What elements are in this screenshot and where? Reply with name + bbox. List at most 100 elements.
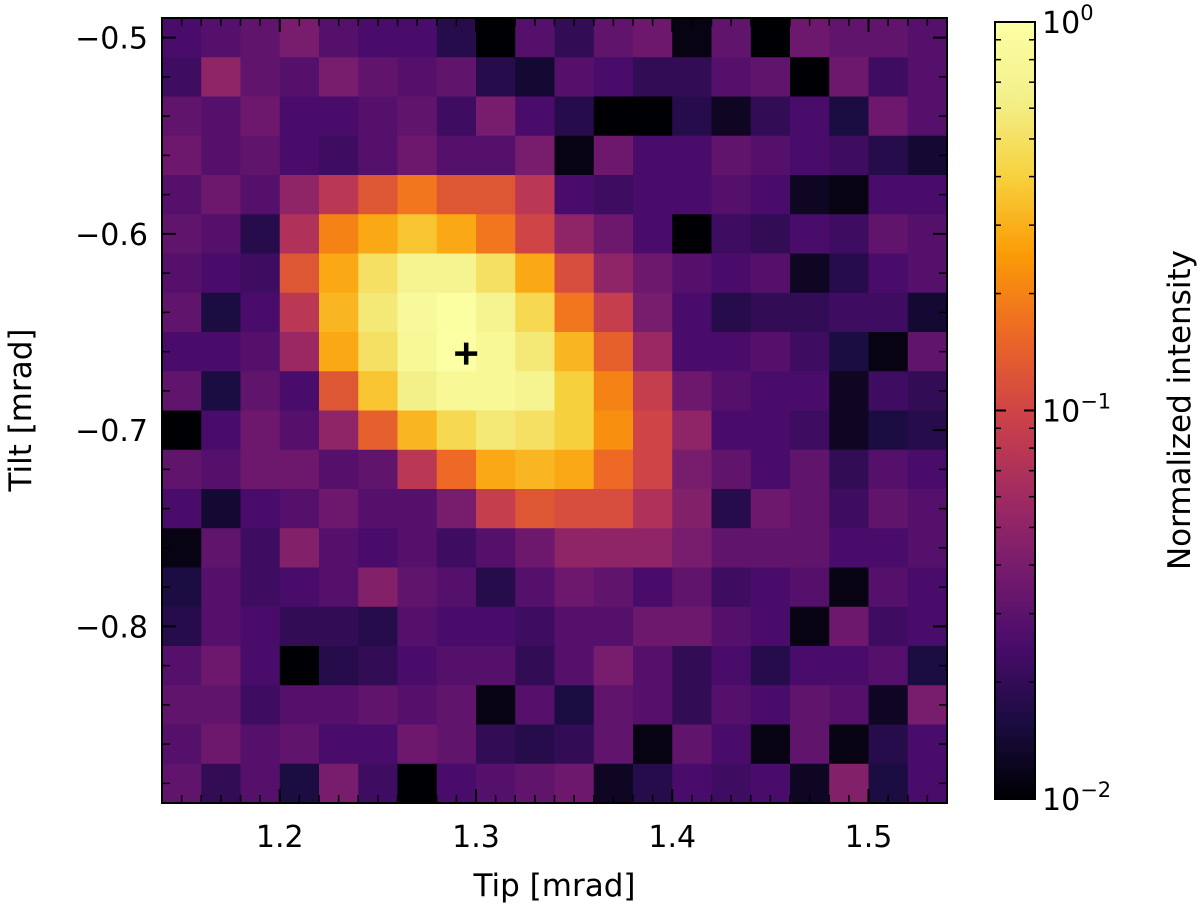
heatmap-cell <box>672 253 713 294</box>
heatmap-cell <box>672 410 713 451</box>
heatmap-cell <box>790 135 830 176</box>
heatmap-cell <box>554 724 595 765</box>
heatmap-cell <box>829 606 870 647</box>
heatmap-cell <box>319 371 359 412</box>
heatmap-cell <box>279 96 320 137</box>
heatmap-cell <box>711 175 752 215</box>
heatmap-cell <box>672 606 713 647</box>
heatmap-cell <box>279 371 320 412</box>
heatmap-cell <box>515 214 556 255</box>
heatmap-cell <box>672 135 713 176</box>
heatmap-cell <box>436 567 477 608</box>
heatmap-cell <box>319 606 359 647</box>
heatmap-cell <box>476 685 516 726</box>
heatmap-cell <box>593 371 634 412</box>
heatmap-cell <box>436 449 477 490</box>
heatmap-cells <box>162 18 948 804</box>
heatmap-cell <box>711 96 752 137</box>
heatmap-cell <box>358 292 399 333</box>
heatmap-cell <box>790 646 830 686</box>
heatmap-cell <box>397 606 438 647</box>
heatmap-cell <box>829 57 870 98</box>
heatmap-cell <box>750 175 791 215</box>
heatmap-cell <box>240 175 281 215</box>
heatmap-cell <box>829 292 870 333</box>
heatmap-cell <box>593 57 634 98</box>
heatmap-cell <box>515 253 556 294</box>
heatmap-cell <box>593 292 634 333</box>
heatmap-cell <box>750 332 791 372</box>
heatmap-cell <box>790 449 830 490</box>
heatmap-cell <box>633 685 673 726</box>
heatmap-cell <box>476 646 516 686</box>
heatmap-cell <box>358 606 399 647</box>
heatmap-cell <box>515 646 556 686</box>
heatmap-cell <box>358 332 399 372</box>
heatmap-cell <box>868 292 909 333</box>
heatmap-cell <box>240 528 281 569</box>
heatmap-cell <box>319 567 359 608</box>
heatmap-cell <box>397 371 438 412</box>
heatmap-cell <box>476 175 516 215</box>
heatmap-cell <box>633 57 673 98</box>
heatmap-cell <box>750 96 791 137</box>
heatmap-cell <box>868 528 909 569</box>
colorbar-tick-label: 10−1 <box>1042 390 1111 430</box>
heatmap-cell <box>633 253 673 294</box>
heatmap-cell <box>515 606 556 647</box>
heatmap-cell <box>476 253 516 294</box>
heatmap-cell <box>397 724 438 765</box>
heatmap-cell <box>279 489 320 529</box>
heatmap-cell <box>436 175 477 215</box>
heatmap-cell <box>476 528 516 569</box>
heatmap-cell <box>711 371 752 412</box>
heatmap-cell <box>868 685 909 726</box>
heatmap-cell <box>554 449 595 490</box>
heatmap-cell <box>829 449 870 490</box>
heatmap-cell <box>829 528 870 569</box>
heatmap-cell <box>397 685 438 726</box>
heatmap-cell <box>750 489 791 529</box>
heatmap-cell <box>201 253 242 294</box>
heatmap-cell <box>358 57 399 98</box>
heatmap-cell <box>554 292 595 333</box>
heatmap-cell <box>201 332 242 372</box>
heatmap-cell <box>750 57 791 98</box>
heatmap-cell <box>633 646 673 686</box>
heatmap-cell <box>711 606 752 647</box>
heatmap-cell <box>711 253 752 294</box>
heatmap-cell <box>240 332 281 372</box>
heatmap-cell <box>358 685 399 726</box>
heatmap-cell <box>790 57 830 98</box>
heatmap-cell <box>750 214 791 255</box>
heatmap-cell <box>554 646 595 686</box>
heatmap-cell <box>633 724 673 765</box>
heatmap-cell <box>515 449 556 490</box>
heatmap-cell <box>711 332 752 372</box>
heatmap-cell <box>593 567 634 608</box>
axis-ticks: 1.2 1.3 1.4 1.5 −0.5 −0.6 −0.7 −0.8 <box>75 18 947 855</box>
heatmap-cell <box>633 292 673 333</box>
heatmap-cell <box>554 489 595 529</box>
heatmap-cell <box>829 332 870 372</box>
heatmap-cell <box>319 214 359 255</box>
heatmap-cell <box>201 410 242 451</box>
heatmap-cell <box>240 646 281 686</box>
heatmap-cell <box>201 646 242 686</box>
heatmap-cell <box>201 685 242 726</box>
heatmap-cell <box>750 292 791 333</box>
heatmap-cell <box>515 410 556 451</box>
heatmap-cell <box>711 724 752 765</box>
heatmap-cell <box>397 528 438 569</box>
heatmap-cell <box>829 646 870 686</box>
heatmap-cell <box>672 489 713 529</box>
heatmap-cell <box>593 410 634 451</box>
x-tick-label: 1.3 <box>452 820 500 855</box>
heatmap-cell <box>240 410 281 451</box>
heatmap-cell <box>476 567 516 608</box>
heatmap-cell <box>201 528 242 569</box>
heatmap-cell <box>319 449 359 490</box>
heatmap-cell <box>319 292 359 333</box>
heatmap-cell <box>633 567 673 608</box>
